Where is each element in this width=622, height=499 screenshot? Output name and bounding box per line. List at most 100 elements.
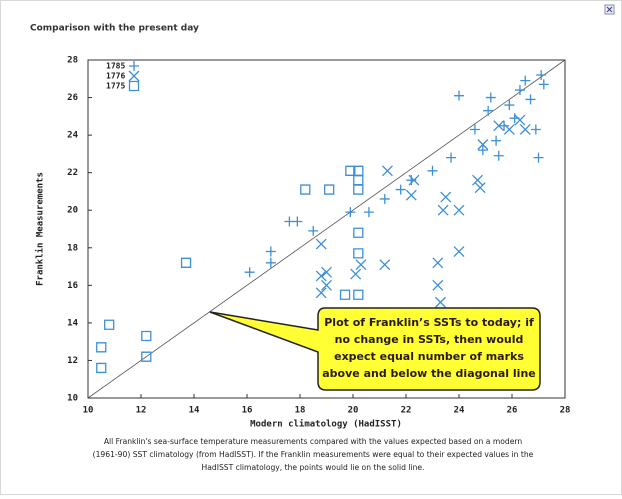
point: [353, 184, 364, 195]
y-tick-label: 28: [67, 56, 78, 66]
point: [265, 257, 276, 268]
point: [503, 124, 515, 135]
point: [141, 330, 152, 342]
point: [315, 270, 327, 282]
point: [379, 193, 390, 204]
point: [440, 191, 452, 203]
legend-label: 1785: [106, 62, 125, 71]
point: [321, 279, 332, 291]
point: [453, 246, 465, 257]
point: [499, 120, 510, 131]
point: [432, 257, 444, 269]
point: [472, 174, 484, 186]
point: [315, 238, 327, 250]
point: [474, 182, 486, 194]
caption-line: HadISST climatology, the points would li…: [202, 463, 425, 472]
point: [244, 267, 255, 278]
point: [427, 165, 438, 176]
x-tick-label: 20: [348, 406, 359, 416]
y-tick-label: 10: [67, 394, 78, 404]
callout-line: no change in SSTs, then would: [335, 333, 524, 346]
x-tick-label: 18: [295, 406, 306, 416]
point: [408, 174, 420, 186]
plot-frame: [87, 59, 566, 399]
point: [353, 248, 364, 259]
x-tick-label: 22: [401, 406, 412, 416]
y-tick-label: 16: [67, 281, 78, 291]
chart-title: Comparison with the present day: [30, 24, 199, 34]
y-tick-label: 18: [67, 243, 78, 253]
legend-marker: [129, 61, 139, 71]
point: [493, 150, 504, 161]
point: [104, 319, 115, 330]
point: [525, 94, 536, 105]
legend-label: 1776: [106, 72, 125, 81]
x-tick-label: 10: [83, 406, 94, 416]
diagonal-line: [87, 59, 566, 399]
point: [308, 225, 319, 236]
point: [315, 287, 327, 299]
point: [514, 114, 526, 126]
point: [519, 124, 531, 135]
point: [395, 184, 406, 195]
point: [477, 145, 488, 156]
point: [533, 152, 544, 163]
callout: [209, 307, 541, 391]
x-tick-label: 26: [507, 406, 518, 416]
point: [363, 207, 374, 218]
point: [292, 216, 303, 227]
point: [536, 70, 547, 81]
callout-text: Plot of Franklin’s SSTs to today; if no c…: [322, 316, 536, 380]
point: [520, 75, 531, 86]
point: [469, 124, 480, 135]
point: [434, 296, 446, 308]
point: [180, 257, 192, 268]
callout-line: above and below the diagonal line: [322, 367, 536, 380]
callout-line: Plot of Franklin’s SSTs to today; if: [324, 316, 534, 329]
point: [446, 152, 457, 163]
y-tick-label: 24: [67, 131, 78, 141]
point: [353, 227, 364, 238]
point: [141, 351, 152, 362]
point: [514, 85, 525, 96]
point: [350, 268, 362, 280]
y-axis-label: Franklin Measurements: [35, 172, 46, 286]
point: [265, 246, 276, 257]
point: [379, 259, 391, 271]
point: [454, 90, 464, 101]
x-tick-label: 24: [454, 406, 465, 416]
x-tick-label: 12: [136, 406, 147, 416]
point: [493, 120, 505, 132]
x-tick-label: 14: [189, 406, 200, 416]
point: [321, 266, 332, 278]
y-tick-label: 12: [67, 356, 78, 366]
point: [485, 92, 496, 103]
callout-box: [209, 307, 541, 391]
point: [491, 135, 502, 146]
point: [339, 289, 351, 300]
point: [530, 124, 541, 135]
point: [96, 362, 107, 374]
x-tick-label: 16: [242, 406, 253, 416]
caption-line: All Franklin's sea-surface temperature m…: [104, 437, 523, 446]
point: [405, 189, 417, 201]
legend-marker: [128, 80, 140, 92]
caption: All Franklin's sea-surface temperature m…: [93, 437, 534, 472]
point: [324, 184, 335, 195]
close-x[interactable]: [606, 6, 613, 13]
x-tick-label: 28: [560, 406, 571, 416]
callout-line: expect equal number of marks: [334, 350, 524, 363]
y-tick-label: 22: [67, 168, 78, 178]
close-icon[interactable]: [604, 4, 615, 15]
y-tick-label: 26: [67, 93, 78, 103]
point: [453, 204, 465, 216]
point: [96, 342, 107, 353]
y-tick-label: 20: [67, 206, 78, 216]
point: [353, 289, 364, 300]
point: [300, 184, 311, 195]
point: [355, 259, 367, 271]
plot-marks: [96, 70, 549, 374]
point: [381, 165, 393, 177]
point: [437, 204, 449, 216]
